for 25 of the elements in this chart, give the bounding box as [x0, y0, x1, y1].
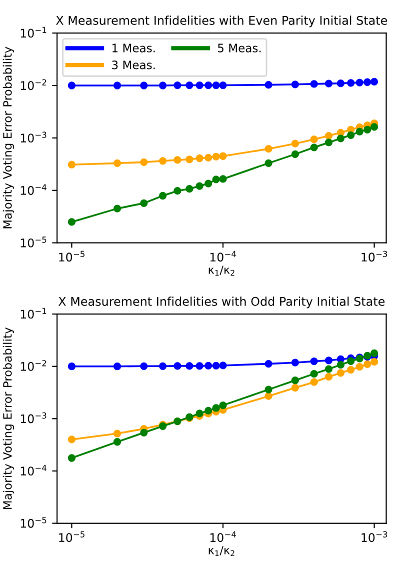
x-axis-title: κ$_{1}$/κ$_{2}$	[208, 546, 234, 556]
y-axis-title: Majority Voting Error Probability	[2, 328, 14, 510]
chart-title: X Measurement Infidelities with Even Parity Initial State	[56, 16, 388, 28]
x-tick-label: 10$^{−5}$	[59, 250, 84, 262]
y-tick-label: 10$^{−4}$	[20, 464, 46, 476]
y-tick-label: 10$^{−2}$	[20, 79, 46, 90]
y-tick-label: 10$^{−5}$	[20, 236, 46, 248]
y-tick-label: 10$^{−3}$	[20, 132, 46, 143]
y-axis-title: Majority Voting Error Probability	[2, 46, 14, 228]
x-tick-label: 10$^{−3}$	[362, 250, 388, 262]
chart-title: X Measurement Infidelities with Odd Parity Initial State	[58, 296, 385, 308]
x-axis-title: κ$_{1}$/κ$_{2}$	[208, 266, 234, 276]
legend-label: 3 Meas.	[112, 60, 155, 70]
y-tick-label: 10$^{−4}$	[20, 184, 46, 195]
y-tick-label: 10$^{−5}$	[20, 517, 46, 528]
y-tick-label: 10$^{−1}$	[20, 308, 46, 319]
legend-label: 1 Meas.	[112, 44, 155, 52]
y-tick-label: 10$^{−1}$	[20, 26, 46, 38]
legend-label: 5 Meas.	[218, 44, 261, 52]
y-tick-label: 10$^{−3}$	[20, 412, 46, 424]
y-tick-label: 10$^{−2}$	[20, 360, 46, 371]
x-tick-label: 10$^{−5}$	[59, 531, 84, 542]
x-tick-label: 10$^{−4}$	[210, 531, 236, 542]
x-tick-label: 10$^{−4}$	[210, 250, 236, 262]
x-tick-label: 10$^{−3}$	[362, 531, 388, 542]
